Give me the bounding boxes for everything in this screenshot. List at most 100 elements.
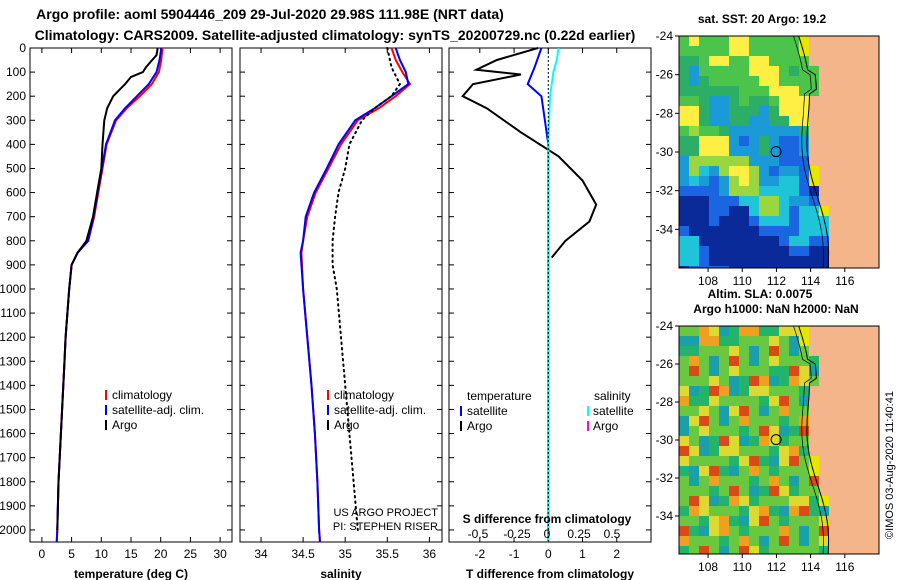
map-cell (749, 36, 759, 46)
map-cell (799, 426, 809, 436)
map-cell (779, 166, 789, 176)
map-cell (729, 386, 739, 396)
map-cell (769, 476, 779, 486)
map-cell (819, 56, 829, 66)
map-cell (809, 536, 819, 546)
map-cell (729, 366, 739, 376)
map-cell (789, 476, 799, 486)
s-tick-label: 0.5 (604, 527, 621, 541)
map-cell (679, 456, 689, 466)
map-cell (849, 66, 859, 76)
map-cell (789, 86, 799, 96)
map-cell (779, 256, 789, 266)
map-cell (749, 176, 759, 186)
map-cell (819, 186, 829, 196)
map-cell (799, 526, 809, 536)
lat-tick-label: -28 (656, 106, 674, 120)
map-cell (699, 156, 709, 166)
map-cell (869, 96, 879, 106)
map-cell (699, 456, 709, 466)
map-cell (859, 366, 869, 376)
map-cell (759, 76, 769, 86)
map-cell (699, 266, 709, 268)
map-cell (709, 496, 719, 506)
map-cell (759, 446, 769, 456)
lat-tick-label: -30 (656, 433, 674, 447)
map-cell (819, 446, 829, 456)
map-cell (709, 56, 719, 66)
map-cell (729, 416, 739, 426)
map-cell (829, 476, 839, 486)
depth-tick-label: 800 (6, 234, 26, 248)
lon-tick-label: 108 (698, 274, 718, 288)
map-cell (849, 56, 859, 66)
map-cell (809, 456, 819, 466)
map-cell (699, 86, 709, 96)
map-cell (729, 466, 739, 476)
map-cell (849, 396, 859, 406)
map-cell (729, 486, 739, 496)
argo-position-marker (770, 434, 782, 446)
map-cell (689, 456, 699, 466)
plot-title-line-1: Argo profile: aoml 5904446_209 29-Jul-20… (36, 6, 504, 22)
map-cell (689, 326, 699, 336)
map-cell (679, 86, 689, 96)
map-cell (809, 466, 819, 476)
map-cell (769, 186, 779, 196)
map-cell (689, 86, 699, 96)
map-cell (719, 516, 729, 526)
map-cell (719, 146, 729, 156)
map-cell (759, 506, 769, 516)
map-cell (679, 426, 689, 436)
map-cell (849, 166, 859, 176)
map-cell (809, 66, 819, 76)
map-cell (829, 416, 839, 426)
map-cell (799, 156, 809, 166)
map-cell (759, 226, 769, 236)
map-cell (749, 126, 759, 136)
map-cell (719, 366, 729, 376)
map-cell (769, 416, 779, 426)
map-cell (729, 546, 739, 554)
map-cell (769, 176, 779, 186)
map-cell (869, 346, 879, 356)
map-cell (739, 116, 749, 126)
map-cell (709, 76, 719, 86)
map-cell (709, 486, 719, 496)
map-cell (869, 176, 879, 186)
difference-xtick-label: 2 (613, 547, 620, 561)
map-cell (709, 436, 719, 446)
map-cell (859, 356, 869, 366)
map-cell (729, 246, 739, 256)
temperature-xtick-label: 5 (68, 547, 75, 561)
map-cell (859, 526, 869, 536)
map-cell (729, 96, 739, 106)
map-cell (849, 546, 859, 554)
map-cell (769, 146, 779, 156)
map-cell (799, 266, 809, 268)
map-cell (719, 376, 729, 386)
map-cell (749, 356, 759, 366)
map-cell (849, 226, 859, 236)
map-cell (749, 416, 759, 426)
map-cell (679, 476, 689, 486)
map-cell (749, 96, 759, 106)
difference-xtick-label: -2 (474, 547, 485, 561)
map-cell (749, 166, 759, 176)
map-cell (859, 506, 869, 516)
map-cell (749, 266, 759, 268)
sst_map-field (679, 36, 879, 268)
map-cell (779, 126, 789, 136)
map-cell (729, 346, 739, 356)
map-cell (729, 36, 739, 46)
map-cell (729, 506, 739, 516)
map-cell (739, 96, 749, 106)
map-cell (759, 516, 769, 526)
map-cell (689, 506, 699, 516)
map-cell (789, 206, 799, 216)
map-cell (869, 506, 879, 516)
depth-tick-label: 300 (6, 113, 26, 127)
map-cell (739, 36, 749, 46)
map-cell (859, 446, 869, 456)
map-cell (839, 436, 849, 446)
